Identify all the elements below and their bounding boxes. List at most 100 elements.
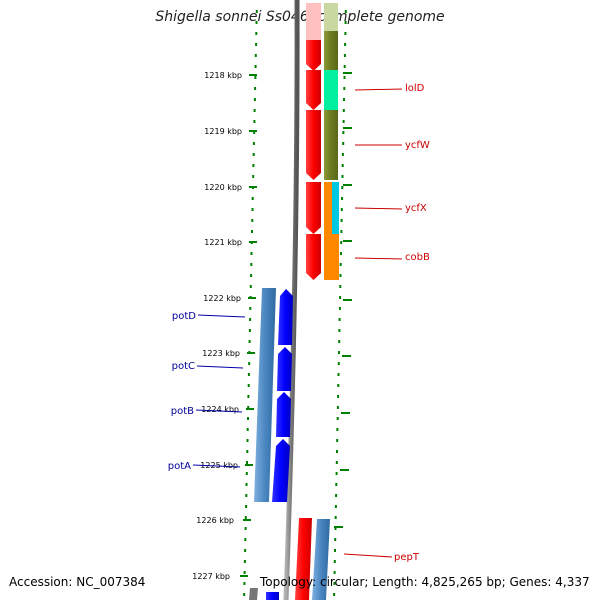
- ruler-dot: [244, 527, 247, 530]
- feature-olive-top-light: [324, 3, 338, 31]
- ruler-dot: [337, 373, 340, 376]
- scale-tick-label: 1227 kbp: [192, 572, 230, 581]
- scale-tick-label: 1224 kbp: [201, 405, 239, 414]
- gene-label-text: ycfW: [405, 140, 430, 151]
- ruler-dot: [253, 131, 256, 134]
- scale-tick-label: 1223 kbp: [202, 349, 240, 358]
- ruler-dot: [336, 406, 339, 409]
- ruler-dot: [341, 164, 344, 167]
- ruler-dot: [343, 65, 346, 68]
- cds-arrow-3: [306, 110, 321, 180]
- ruler-dot: [340, 230, 343, 233]
- feature-cyan: [332, 182, 339, 234]
- gene-label-ycfX[interactable]: ycfX: [354, 203, 427, 214]
- ruler-dot: [339, 263, 342, 266]
- scale-tick: 1221 kbp: [204, 238, 352, 247]
- outer-ruler-ring: [243, 10, 258, 596]
- ruler-dot: [334, 505, 337, 508]
- ruler-dot: [252, 153, 255, 156]
- gene-label-text: potD: [172, 311, 196, 322]
- ruler-dot: [243, 593, 246, 596]
- ruler-dot: [248, 340, 251, 343]
- ruler-dot: [342, 142, 345, 145]
- ruler-dot: [255, 32, 258, 35]
- ruler-dot: [344, 10, 347, 13]
- scale-tick: 1223 kbp: [202, 349, 351, 358]
- ruler-dot: [251, 208, 254, 211]
- ruler-dot: [338, 340, 341, 343]
- scale-tick-label: 1226 kbp: [196, 516, 234, 525]
- ruler-dot: [335, 461, 338, 464]
- scale-tick: 1227 kbp: [192, 572, 248, 581]
- topology-label: Topology: circular; Length: 4,825,265 bp…: [260, 575, 590, 589]
- ruler-dot: [250, 263, 253, 266]
- gene-label-cobB[interactable]: cobB: [354, 252, 430, 263]
- ruler-dot: [244, 516, 247, 519]
- ruler-dot: [247, 373, 250, 376]
- gene-label-potD[interactable]: potD: [172, 311, 246, 322]
- ruler-dot: [338, 307, 341, 310]
- forward-features: [306, 3, 339, 280]
- ruler-dot: [247, 384, 250, 387]
- gene-label-text: potB: [171, 406, 194, 417]
- cds-blue-bottom: [266, 592, 279, 600]
- ruler-dot: [344, 21, 347, 24]
- gene-label-potB[interactable]: potB: [171, 406, 243, 417]
- scale-tick-label: 1220 kbp: [204, 183, 242, 192]
- ruler-dot: [333, 571, 336, 574]
- ruler-dot: [334, 538, 337, 541]
- ruler-dot: [251, 197, 254, 200]
- ruler-dot: [343, 76, 346, 79]
- cds-arrow-4: [306, 182, 321, 234]
- cds-arrow-potC: [277, 347, 292, 391]
- gene-label-potC[interactable]: potC: [172, 361, 244, 372]
- ruler-dot: [340, 219, 343, 222]
- gene-bar-steel-pepT: [312, 519, 330, 600]
- ruler-dot: [244, 549, 247, 552]
- ruler-dot: [246, 450, 249, 453]
- feature-orange-1: [324, 182, 332, 234]
- ruler-dot: [344, 43, 347, 46]
- ruler-dot: [337, 395, 340, 398]
- gene-bar-steel-pot: [254, 288, 276, 502]
- ruler-dot: [254, 54, 257, 57]
- gene-label-pepT[interactable]: pepT: [343, 552, 420, 563]
- ruler-dot: [342, 120, 345, 123]
- cds-arrow-1: [306, 40, 321, 71]
- ruler-dot: [250, 274, 253, 277]
- ruler-dot: [341, 153, 344, 156]
- ruler-dot: [247, 417, 249, 420]
- ruler-dot: [249, 285, 252, 288]
- ruler-dot: [243, 560, 246, 563]
- ruler-dot: [249, 318, 252, 321]
- ruler-dot: [334, 516, 337, 519]
- ruler-dot: [338, 318, 341, 321]
- ruler-dot: [245, 472, 248, 475]
- ruler-dot: [245, 505, 248, 508]
- feature-olive-2: [324, 110, 338, 180]
- gene-label-potA[interactable]: potA: [168, 461, 241, 472]
- ruler-dot: [243, 571, 246, 574]
- feature-mint: [324, 70, 338, 110]
- ruler-dot: [339, 274, 342, 277]
- ruler-dot: [343, 54, 346, 57]
- ruler-dot: [341, 186, 344, 189]
- scale-tick-label: 1218 kbp: [204, 71, 242, 80]
- ruler-dot: [333, 560, 336, 563]
- genome-backbone: [283, 0, 300, 600]
- gene-label-ycfW[interactable]: ycfW: [355, 140, 430, 151]
- ruler-dot: [335, 472, 338, 475]
- ruler-dot: [254, 76, 257, 79]
- forward-gene-labels: lolD ycfW ycfX cobB pepT: [343, 83, 430, 563]
- ruler-dot: [245, 483, 248, 486]
- ruler-dot: [334, 549, 336, 552]
- ruler-dot: [252, 142, 255, 145]
- ruler-dot: [245, 494, 248, 497]
- scale-tick: 1226 kbp: [196, 516, 343, 528]
- ruler-dot: [342, 131, 345, 134]
- ruler-dot: [336, 450, 338, 453]
- ruler-dot: [336, 417, 339, 420]
- scale-tick-label: 1225 kbp: [200, 461, 238, 470]
- ruler-dot: [341, 197, 344, 200]
- gene-label-lolD[interactable]: lolD: [354, 83, 425, 94]
